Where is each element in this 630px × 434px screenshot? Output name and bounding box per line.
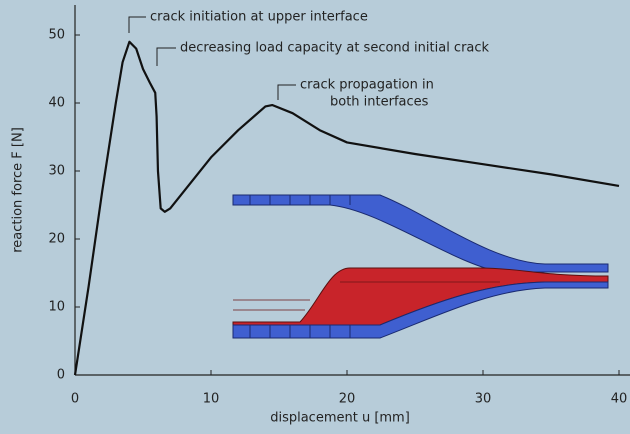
x-tick-label: 30 bbox=[475, 392, 492, 407]
page: {"chart_data": {"type": "line", "x_label… bbox=[0, 0, 630, 434]
x-tick-label: 40 bbox=[611, 392, 628, 407]
y-tick-label: 40 bbox=[48, 96, 65, 111]
annotation: crack initiation at upper interface bbox=[150, 10, 368, 25]
y-axis-label: reaction force F [N] bbox=[11, 127, 26, 253]
annotation-arrows bbox=[129, 17, 296, 100]
y-tick-label: 20 bbox=[48, 232, 65, 247]
annotation: decreasing load capacity at second initi… bbox=[180, 41, 490, 56]
chart: displacement u [mm] reaction force F [N]… bbox=[0, 0, 630, 434]
x-tick-label: 10 bbox=[203, 392, 220, 407]
y-tick-label: 30 bbox=[48, 164, 65, 179]
annotation: both interfaces bbox=[330, 95, 429, 110]
y-tick-label: 0 bbox=[57, 368, 65, 383]
annotation: crack propagation in bbox=[300, 78, 434, 93]
x-axis-label: displacement u [mm] bbox=[270, 411, 410, 426]
y-tick-label: 50 bbox=[48, 28, 65, 43]
x-tick-label: 0 bbox=[71, 392, 79, 407]
x-tick-label: 20 bbox=[339, 392, 356, 407]
y-tick-label: 10 bbox=[48, 300, 65, 315]
fem-inset bbox=[233, 195, 608, 338]
